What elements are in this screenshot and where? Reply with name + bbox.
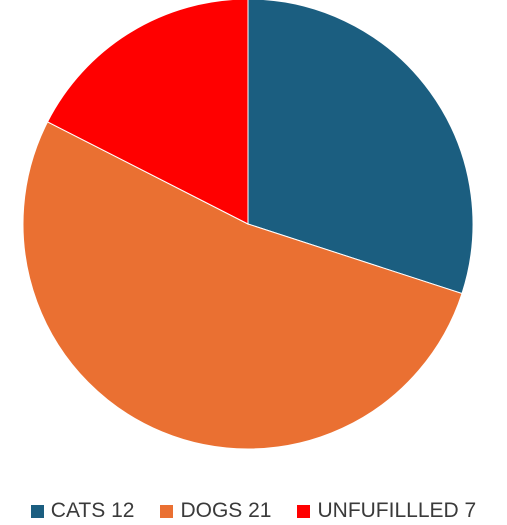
legend-swatch-unfufillled xyxy=(297,504,311,518)
legend-item-unfufillled: UNFUFILLLED 7 xyxy=(297,499,476,523)
chart-legend: CATS 12 DOGS 21 UNFUFILLLED 7 xyxy=(0,498,507,524)
legend-label-unfufillled: UNFUFILLLED 7 xyxy=(317,499,477,522)
pie-slice-unfufillled xyxy=(46,0,249,225)
legend-swatch-dogs xyxy=(160,504,174,518)
legend-item-dogs: DOGS 21 xyxy=(160,499,271,523)
legend-label-dogs: DOGS 21 xyxy=(180,499,272,522)
legend-swatch-cats xyxy=(30,504,44,518)
legend-item-cats: CATS 12 xyxy=(30,499,135,523)
pie-slice-dogs xyxy=(22,121,463,450)
pie-slice-cats xyxy=(247,0,474,295)
legend-label-cats: CATS 12 xyxy=(50,499,135,522)
pie-chart xyxy=(22,0,474,450)
